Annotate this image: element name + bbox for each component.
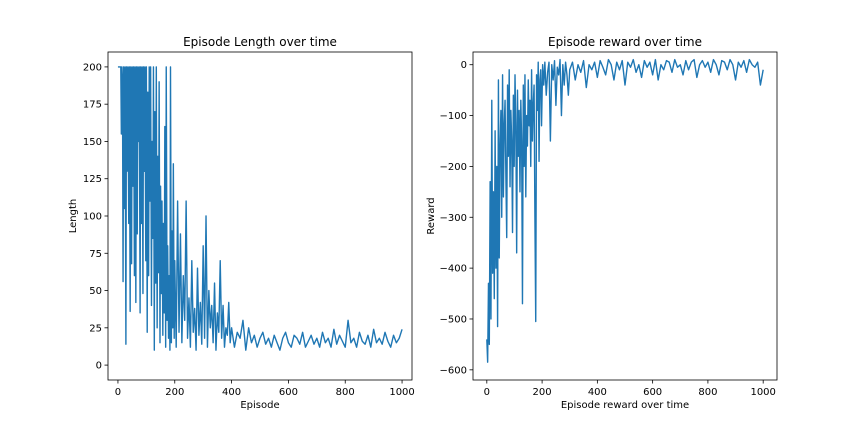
y-tick-label: −300 bbox=[440, 213, 467, 224]
series-line bbox=[486, 58, 764, 363]
y-axis-label: Reward bbox=[426, 197, 437, 234]
axes-frame bbox=[107, 51, 413, 381]
episode-length-chart: Episode Length over time Episode Length … bbox=[68, 35, 415, 411]
plot-area bbox=[486, 58, 764, 363]
y-tick-label: −500 bbox=[440, 314, 467, 325]
y-tick-label: 75 bbox=[89, 249, 102, 260]
y-tick-label: 50 bbox=[89, 286, 102, 297]
y-tick-label: 175 bbox=[83, 100, 102, 111]
x-tick-label: 200 bbox=[533, 387, 552, 398]
y-tick-label: −600 bbox=[440, 365, 467, 376]
x-tick-label: 1000 bbox=[750, 387, 775, 398]
y-tick-label: −400 bbox=[440, 264, 467, 275]
tick-layer: 0 200 400 600 800 1000 −600 −500 −400 −300 −200 −10… bbox=[440, 60, 776, 398]
y-tick-label: 150 bbox=[83, 137, 102, 148]
x-axis-label: Episode bbox=[240, 400, 279, 411]
x-tick-label: 800 bbox=[698, 387, 717, 398]
x-axis-label: Episode reward over time bbox=[561, 400, 689, 411]
x-tick-label: 800 bbox=[336, 387, 355, 398]
y-tick-label: 0 bbox=[96, 361, 102, 372]
x-tick-label: 600 bbox=[279, 387, 298, 398]
episode-reward-chart: Episode reward over time Episode reward … bbox=[426, 35, 778, 411]
x-tick-label: 200 bbox=[165, 387, 184, 398]
y-tick-label: 200 bbox=[83, 62, 102, 73]
chart-title: Episode reward over time bbox=[548, 35, 702, 49]
axes-frame bbox=[472, 51, 778, 381]
y-tick-label: 25 bbox=[89, 323, 102, 334]
series-line bbox=[117, 66, 403, 351]
y-tick-label: 0 bbox=[461, 60, 467, 71]
x-tick-label: 400 bbox=[222, 387, 241, 398]
y-axis-label: Length bbox=[68, 199, 79, 234]
x-tick-label: 400 bbox=[588, 387, 607, 398]
x-tick-label: 1000 bbox=[389, 387, 414, 398]
tick-layer: 0 200 400 600 800 1000 0 25 50 75 100 125 150 175 200 bbox=[83, 62, 415, 398]
x-tick-label: 600 bbox=[643, 387, 662, 398]
chart-title: Episode Length over time bbox=[183, 35, 337, 49]
x-tick-label: 0 bbox=[484, 387, 490, 398]
plot-area bbox=[117, 66, 403, 351]
y-tick-label: 100 bbox=[83, 212, 102, 223]
y-tick-label: −100 bbox=[440, 111, 467, 122]
x-tick-label: 0 bbox=[115, 387, 121, 398]
y-tick-label: −200 bbox=[440, 162, 467, 173]
y-tick-label: 125 bbox=[83, 174, 102, 185]
